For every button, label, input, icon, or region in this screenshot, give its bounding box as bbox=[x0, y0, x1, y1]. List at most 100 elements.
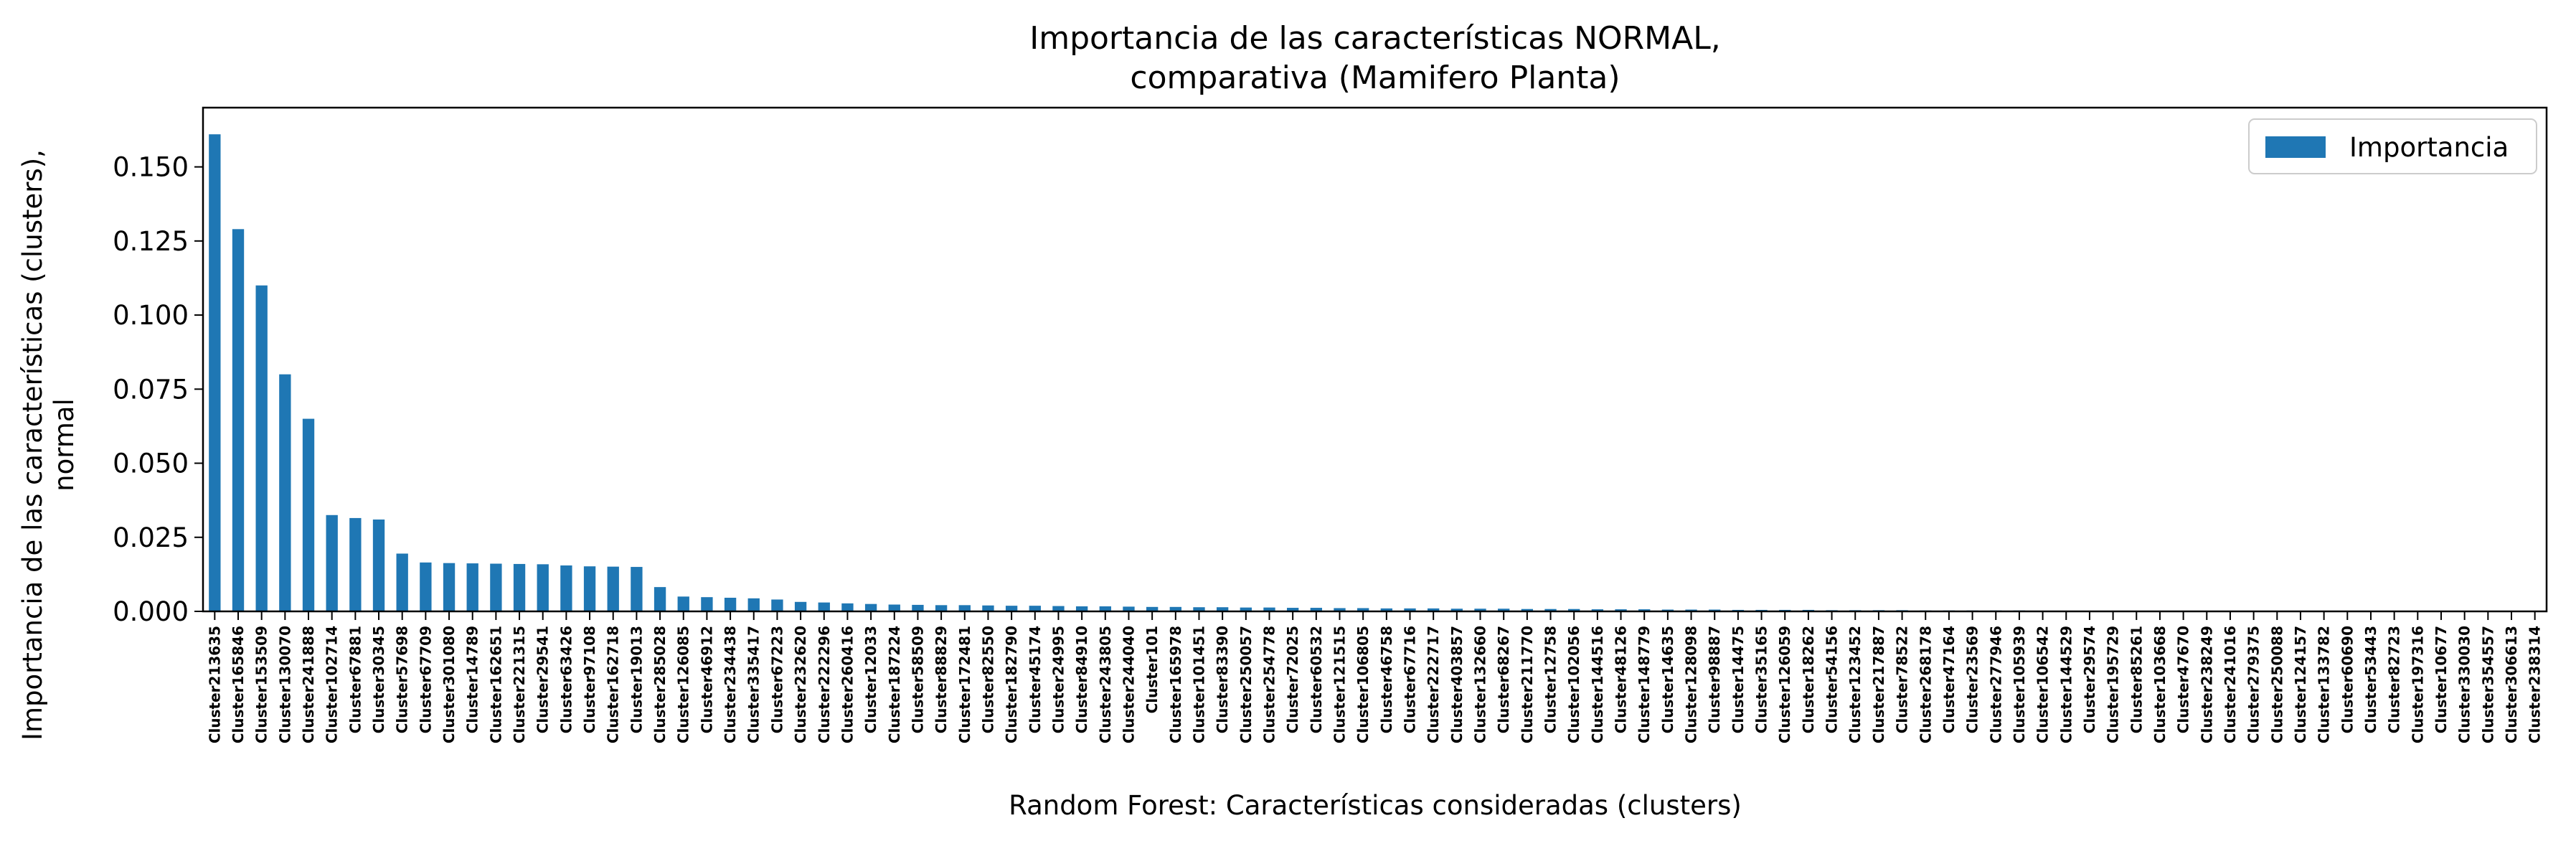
x-tick-label: Cluster244040 bbox=[1120, 626, 1137, 743]
bar bbox=[654, 587, 666, 611]
legend-label: Importancia bbox=[2349, 132, 2509, 163]
x-tick-label: Cluster277946 bbox=[1987, 626, 2004, 743]
bar bbox=[1334, 608, 1346, 611]
bar bbox=[1310, 608, 1322, 611]
y-axis-label: Importancia de las características (clus… bbox=[17, 149, 80, 741]
x-tick-label: Cluster30345 bbox=[370, 626, 387, 733]
y-axis-label-line-2: normal bbox=[49, 398, 80, 492]
bar bbox=[724, 598, 737, 611]
x-tick-label: Cluster46912 bbox=[698, 626, 715, 733]
bar bbox=[1474, 609, 1486, 611]
x-tick-label: Cluster238314 bbox=[2527, 626, 2544, 743]
bar bbox=[1123, 606, 1135, 611]
x-tick-label: Cluster18262 bbox=[1800, 626, 1817, 733]
x-tick-label: Cluster78522 bbox=[1894, 626, 1911, 733]
x-tick-label: Cluster260416 bbox=[839, 626, 856, 743]
bar bbox=[1075, 606, 1088, 611]
bar bbox=[982, 605, 994, 611]
y-tick-label: 0.050 bbox=[113, 448, 189, 479]
x-tick-label: Cluster47164 bbox=[1940, 626, 1958, 733]
legend-swatch bbox=[2265, 136, 2326, 158]
y-axis-ticks: 0.000 0.025 0.050 0.075 0.100 0.125 0.150 bbox=[113, 152, 203, 627]
bar bbox=[1544, 609, 1557, 611]
x-tick-label: Cluster197316 bbox=[2409, 626, 2426, 743]
x-tick-label: Cluster57698 bbox=[394, 626, 411, 733]
x-tick-label: Cluster126059 bbox=[1776, 626, 1793, 743]
bar bbox=[372, 519, 385, 611]
bar bbox=[1450, 609, 1463, 611]
x-tick-label: Cluster12758 bbox=[1542, 626, 1560, 733]
bar bbox=[1029, 606, 1041, 611]
bar bbox=[912, 604, 924, 611]
x-tick-label: Cluster47670 bbox=[2175, 626, 2192, 733]
x-tick-label: Cluster35165 bbox=[1753, 626, 1770, 733]
bar bbox=[232, 229, 245, 611]
x-tick-label: Cluster98887 bbox=[1706, 626, 1723, 733]
x-tick-label: Cluster84910 bbox=[1073, 626, 1090, 733]
x-tick-label: Cluster187224 bbox=[886, 626, 903, 743]
x-tick-label: Cluster250088 bbox=[2268, 626, 2285, 743]
y-tick-label: 0.100 bbox=[113, 300, 189, 331]
bar bbox=[1263, 607, 1275, 611]
bar bbox=[771, 599, 783, 611]
bar bbox=[1357, 608, 1369, 611]
bar bbox=[818, 602, 830, 611]
x-tick-label: Cluster45174 bbox=[1027, 626, 1044, 733]
bar bbox=[1005, 606, 1018, 611]
bar bbox=[607, 566, 619, 611]
x-tick-label: Cluster285028 bbox=[651, 626, 669, 743]
x-tick-label: Cluster19013 bbox=[628, 626, 645, 733]
x-tick-label: Cluster222296 bbox=[816, 626, 833, 743]
x-tick-label: Cluster48126 bbox=[1613, 626, 1630, 733]
bar bbox=[1286, 608, 1299, 611]
x-tick-label: Cluster60532 bbox=[1308, 626, 1325, 733]
bar bbox=[1498, 609, 1510, 611]
y-tick-label: 0.150 bbox=[113, 152, 189, 183]
x-tick-label: Cluster124157 bbox=[2292, 626, 2309, 743]
chart-title-line-2: comparativa (Mamifero Planta) bbox=[1130, 60, 1620, 96]
bar bbox=[1428, 608, 1440, 611]
x-tick-label: Cluster24995 bbox=[1049, 626, 1067, 733]
bar bbox=[326, 515, 338, 611]
x-tick-label: Cluster105939 bbox=[2011, 626, 2028, 743]
x-tick-label: Cluster88829 bbox=[933, 626, 950, 733]
bar bbox=[631, 567, 643, 611]
x-tick-label: Cluster58509 bbox=[909, 626, 926, 733]
y-tick-label: 0.000 bbox=[113, 596, 189, 627]
x-tick-label: Cluster106805 bbox=[1354, 626, 1372, 743]
bar bbox=[747, 598, 760, 611]
x-tick-label: Cluster234438 bbox=[722, 626, 739, 743]
x-tick-label: Cluster195729 bbox=[2105, 626, 2122, 743]
bar bbox=[349, 517, 362, 611]
x-tick-label: Cluster68267 bbox=[1495, 626, 1512, 733]
x-tick-label: Cluster144516 bbox=[1589, 626, 1606, 743]
bar bbox=[841, 603, 854, 611]
x-tick-label: Cluster330030 bbox=[2456, 626, 2473, 743]
x-tick-label: Cluster335417 bbox=[745, 626, 763, 743]
x-tick-label: Cluster254778 bbox=[1260, 626, 1278, 743]
x-tick-label: Cluster97108 bbox=[581, 626, 598, 733]
bar bbox=[255, 285, 268, 611]
x-tick-label: Cluster60690 bbox=[2339, 626, 2356, 733]
y-tick-label: 0.075 bbox=[113, 374, 189, 405]
plot-frame bbox=[202, 106, 2548, 613]
x-tick-label: Cluster222717 bbox=[1425, 626, 1442, 743]
bar bbox=[490, 563, 502, 611]
bar bbox=[466, 563, 478, 611]
x-tick-label: Cluster10677 bbox=[2433, 626, 2450, 733]
x-tick-label: Cluster128098 bbox=[1683, 626, 1700, 743]
bar bbox=[935, 605, 948, 611]
bar bbox=[1052, 606, 1065, 611]
x-tick-label: Cluster354557 bbox=[2479, 626, 2496, 743]
bar bbox=[209, 134, 221, 611]
x-tick-label: Cluster241016 bbox=[2222, 626, 2239, 743]
x-tick-label: Cluster101451 bbox=[1190, 626, 1207, 743]
chart-title-line-1: Importancia de las características NORMA… bbox=[1029, 20, 1721, 57]
x-tick-label: Cluster221315 bbox=[511, 626, 528, 743]
bar bbox=[701, 597, 713, 611]
y-axis-label-line-1: Importancia de las características (clus… bbox=[17, 149, 48, 741]
x-tick-label: Cluster82723 bbox=[2386, 626, 2403, 733]
x-tick-label: Cluster148779 bbox=[1636, 626, 1653, 743]
x-tick-label: Cluster238249 bbox=[2198, 626, 2215, 743]
